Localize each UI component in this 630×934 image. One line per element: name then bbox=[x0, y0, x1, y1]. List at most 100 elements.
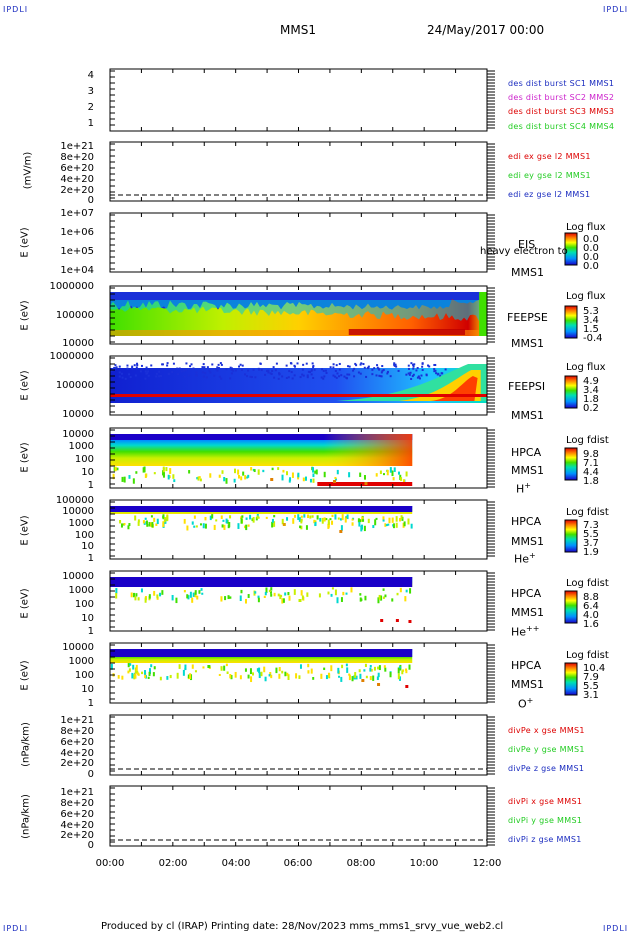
panel9-spacecraft: MMS1 bbox=[511, 678, 544, 691]
feepsi-speckle bbox=[215, 368, 218, 371]
feepsi-speckle bbox=[421, 369, 424, 372]
feepsi-speckle bbox=[241, 364, 244, 367]
feepsi-speckle bbox=[178, 367, 181, 370]
hpca-speckle bbox=[273, 521, 276, 527]
hpca-speckle bbox=[153, 590, 156, 596]
hpca-speckle bbox=[227, 524, 230, 529]
feepsi-speckle bbox=[190, 363, 193, 366]
feepsi-speckle bbox=[264, 373, 267, 376]
hpca-speckle bbox=[401, 670, 404, 675]
hpca-speckle bbox=[142, 520, 145, 524]
x-tick-label: 06:00 bbox=[283, 858, 313, 869]
feepsi-speckle bbox=[407, 364, 410, 367]
panel3-frame bbox=[109, 212, 488, 273]
hpca-speckle bbox=[213, 524, 216, 530]
feepsi-speckle bbox=[166, 362, 169, 365]
panel5-ylabel: E (eV) bbox=[19, 370, 31, 401]
hpca-speckle bbox=[196, 477, 199, 480]
panel11-ytick: 2e+20 bbox=[60, 830, 94, 841]
hpca-speckle bbox=[270, 593, 273, 597]
panel4-cb-val: -0.4 bbox=[583, 333, 603, 344]
hpca-speckle bbox=[348, 674, 351, 681]
hpca-speckle bbox=[247, 474, 250, 478]
panel8-cb-val: 8.8 bbox=[583, 592, 599, 603]
hpca-speckle bbox=[400, 515, 403, 520]
panel6-cb-val: 4.4 bbox=[583, 467, 599, 478]
feepsi-speckle bbox=[288, 370, 291, 373]
feepsi-speckle bbox=[440, 372, 443, 375]
hpca-speckle bbox=[359, 673, 362, 679]
panel9-ylabel: E (eV) bbox=[19, 660, 31, 691]
hpca-speckle bbox=[133, 674, 136, 680]
panel5-cb-val: 1.8 bbox=[583, 394, 599, 405]
feepsi-speckle bbox=[393, 363, 396, 366]
hpca-speckle bbox=[187, 595, 190, 600]
feepsi-speckle bbox=[203, 366, 206, 369]
hpca-speckle bbox=[313, 519, 316, 524]
hpca-speckle bbox=[342, 591, 345, 596]
hpca-speckle bbox=[165, 467, 168, 472]
feepsi-speckle bbox=[299, 376, 302, 379]
hpca-speckle bbox=[116, 467, 119, 471]
feepsi-speckle bbox=[380, 371, 383, 374]
hpca-speckle bbox=[245, 517, 248, 520]
feepsi-speckle bbox=[332, 363, 335, 366]
hpca-speckle bbox=[329, 518, 332, 521]
hpca-speckle bbox=[183, 518, 186, 524]
hpca-speckle bbox=[202, 666, 205, 669]
hpca-speckle bbox=[253, 469, 256, 473]
hpca-speckle bbox=[383, 665, 386, 668]
hpca-speckle bbox=[229, 515, 232, 519]
hpca-speckle bbox=[327, 672, 330, 677]
panel5-cb-val: 4.9 bbox=[583, 376, 599, 387]
panel6-ytick: 1000 bbox=[68, 441, 94, 452]
hpca-speckle bbox=[271, 521, 274, 528]
panel4-instrument: FEEPSE bbox=[507, 311, 548, 324]
hpca-speckle bbox=[135, 664, 138, 671]
hpca-speckle bbox=[252, 516, 255, 523]
panel8-spacecraft: MMS1 bbox=[511, 606, 544, 619]
hpca-speckle bbox=[197, 476, 200, 481]
hpca-speckle bbox=[169, 674, 172, 679]
hpca-speckle bbox=[239, 675, 242, 680]
feepsi-speckle bbox=[134, 374, 137, 377]
hpca-speckle bbox=[240, 518, 243, 524]
feepsi-speckle bbox=[118, 371, 121, 374]
hpca-speckle bbox=[221, 470, 224, 474]
feepsi-speckle bbox=[230, 367, 233, 370]
hpca-speckle bbox=[137, 597, 140, 601]
feepsi-speckle bbox=[355, 364, 358, 367]
corner-mark-tl: IPDLI bbox=[3, 5, 29, 14]
feepsi-speckle bbox=[353, 375, 356, 378]
feepsi-speckle bbox=[353, 367, 356, 370]
hpca-speckle bbox=[389, 467, 392, 473]
hpca-speckle bbox=[172, 474, 175, 479]
hpca-speckle bbox=[312, 473, 315, 478]
feepsi-speckle bbox=[230, 372, 233, 375]
hpca-speckle bbox=[247, 524, 250, 527]
panel1-frame bbox=[109, 68, 488, 132]
hpca-speckle bbox=[345, 663, 348, 667]
feepsi-speckle bbox=[136, 362, 139, 365]
panel6-ytick: 100 bbox=[74, 454, 94, 465]
hpca-speckle bbox=[363, 475, 366, 480]
panel8-species: He++ bbox=[511, 624, 540, 639]
hpca-speckle bbox=[184, 664, 187, 670]
hpca-speckle bbox=[169, 468, 172, 474]
panel1-legend-sc2: des dist burst SC2 MMS2 bbox=[508, 93, 615, 102]
hpca-speckle bbox=[189, 673, 192, 679]
hpca-speckle bbox=[268, 674, 271, 677]
feepsi-speckle bbox=[407, 367, 410, 370]
feepsi-speckle bbox=[306, 374, 309, 377]
panel6-ytick: 1 bbox=[87, 480, 94, 491]
hpca-speckle bbox=[346, 667, 349, 673]
panel4-colorbar bbox=[564, 305, 578, 339]
hpca-speckle bbox=[250, 676, 253, 683]
panel7-ytick: 1 bbox=[87, 553, 94, 564]
panel6-spacecraft: MMS1 bbox=[511, 464, 544, 477]
panel11-legend-x: divPi x gse MMS1 bbox=[508, 797, 583, 806]
hpca-top-band bbox=[110, 577, 413, 587]
hpca-speckle bbox=[131, 672, 134, 679]
hpca-speckle bbox=[379, 470, 382, 475]
feepsi-speckle bbox=[382, 368, 385, 371]
